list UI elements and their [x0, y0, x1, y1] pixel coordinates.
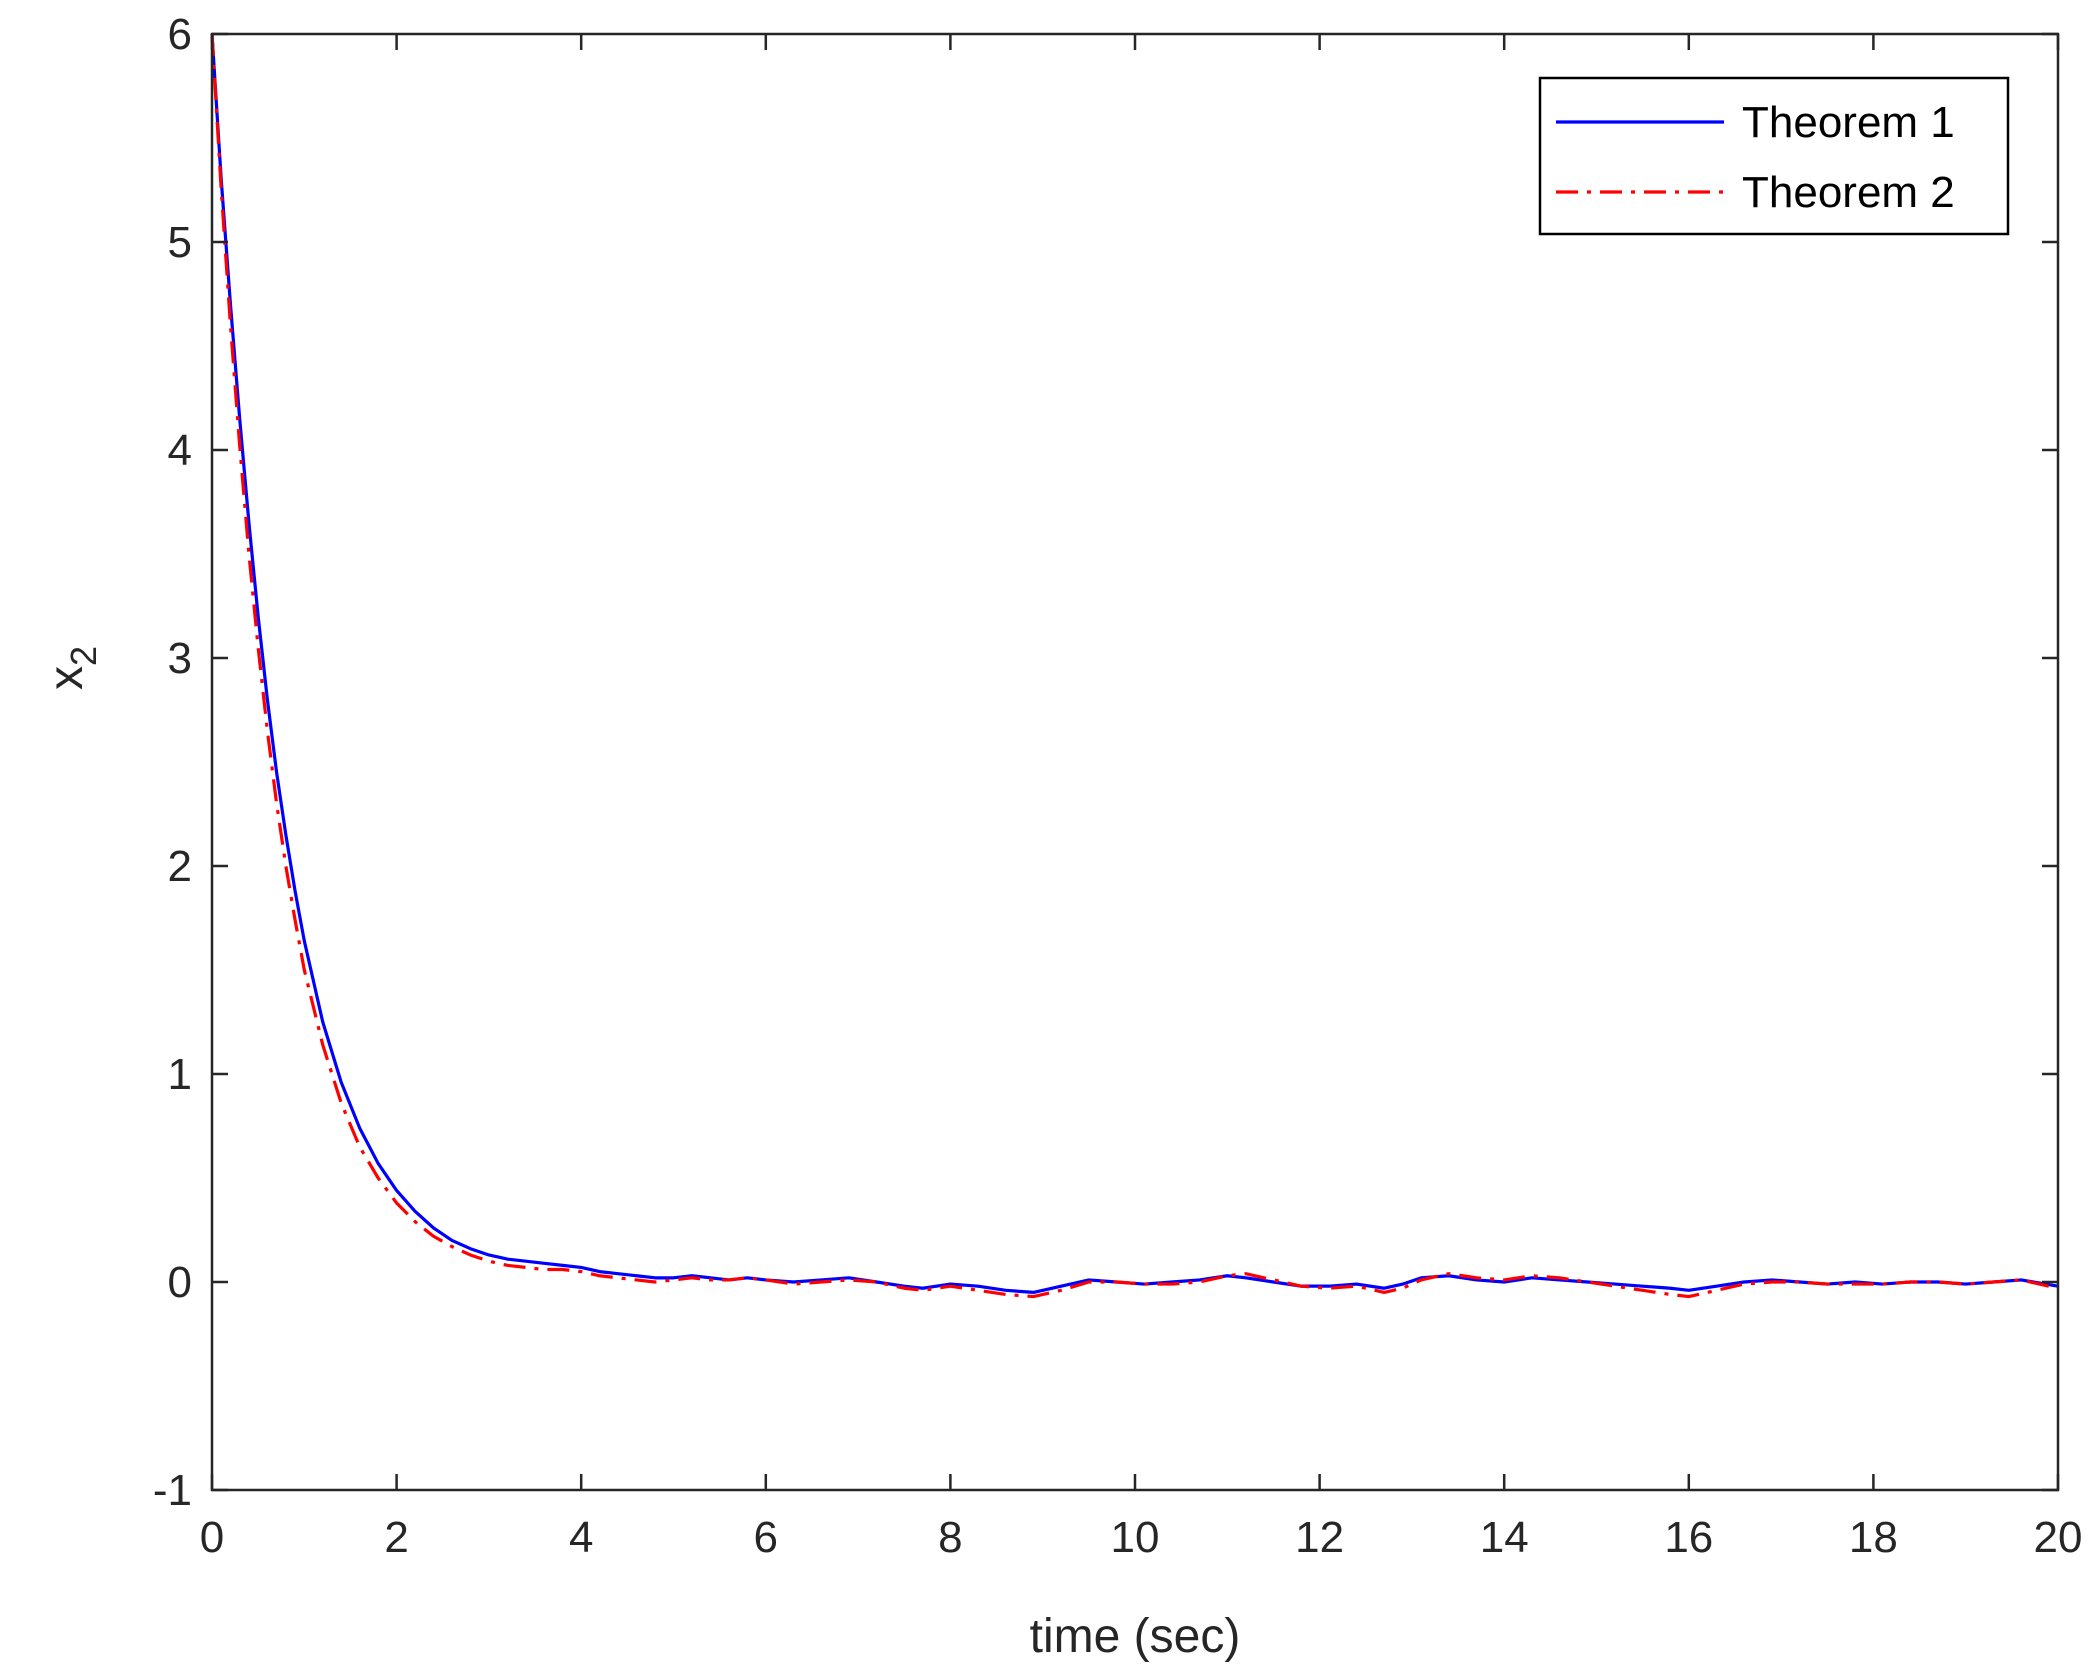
y-tick-label: 3 — [168, 634, 192, 683]
y-tick-label: 1 — [168, 1050, 192, 1099]
x-tick-label: 6 — [754, 1513, 778, 1562]
y-tick-label: -1 — [153, 1466, 192, 1515]
legend: Theorem 1 Theorem 2 — [1538, 76, 2010, 236]
x-tick-label: 2 — [384, 1513, 408, 1562]
series-layer — [210, 33, 2059, 1299]
series-line-theorem-2 — [210, 33, 2059, 1299]
y-tick-label: 0 — [168, 1258, 192, 1307]
x-tick-label: 10 — [1111, 1513, 1160, 1562]
y-tick-label: 4 — [168, 426, 192, 475]
y-tick-label: 6 — [168, 10, 192, 59]
x-tick-label: 20 — [2034, 1513, 2083, 1562]
x-axis-label: time (sec) — [1030, 1610, 1241, 1663]
x-tick-label: 18 — [1849, 1513, 1898, 1562]
y-tick-label: 2 — [168, 842, 192, 891]
series-line-theorem-1 — [210, 33, 2059, 1295]
legend-box — [1538, 76, 2010, 236]
axes-layer — [210, 32, 2060, 1492]
x-tick-label: 0 — [200, 1513, 224, 1562]
legend-label-theorem-1: Theorem 1 — [1742, 98, 1955, 147]
x-tick-label: 12 — [1295, 1513, 1344, 1562]
y-axis-label-main: x — [40, 666, 93, 690]
y-axis-label-subscript: 2 — [63, 646, 104, 666]
svg-text:x2: x2 — [40, 646, 104, 690]
plot-area — [212, 34, 2058, 1490]
y-axis-label: x2 — [40, 646, 104, 690]
x-tick-label: 16 — [1664, 1513, 1713, 1562]
x-tick-label: 8 — [938, 1513, 962, 1562]
x-tick-label: 14 — [1480, 1513, 1529, 1562]
y-tick-label: 5 — [168, 218, 192, 267]
x-tick-label: 4 — [569, 1513, 593, 1562]
legend-label-theorem-2: Theorem 2 — [1742, 168, 1955, 217]
